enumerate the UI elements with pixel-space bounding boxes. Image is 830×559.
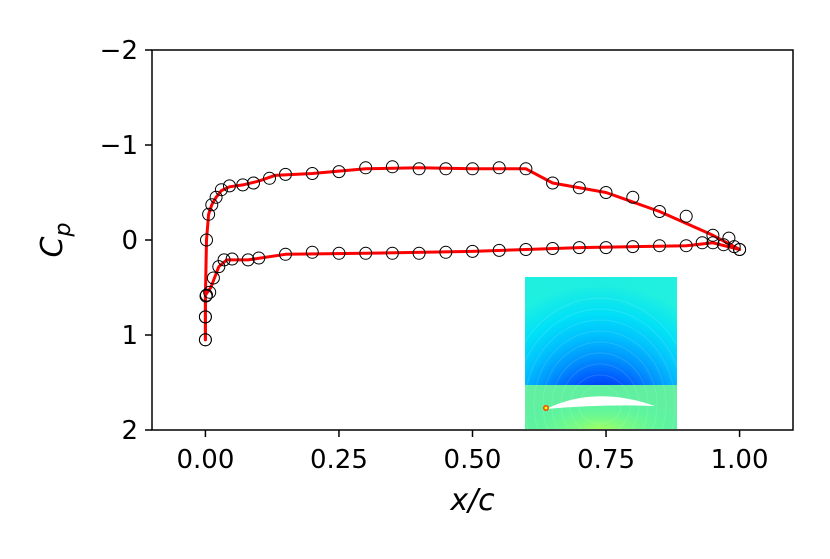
y-tick-label: 0 <box>121 226 138 256</box>
data-point-lower <box>200 288 213 302</box>
data-point-upper <box>466 162 479 176</box>
inset-contour-plot <box>506 277 694 513</box>
plot-layer <box>198 160 747 347</box>
data-point-upper <box>519 162 533 176</box>
x-tick-label: 0.50 <box>444 445 502 475</box>
y-axis-label: Cp <box>35 223 76 258</box>
data-point-upper <box>572 181 586 195</box>
data-point-upper <box>236 178 250 192</box>
data-point-lower <box>212 260 226 274</box>
data-point-lower <box>492 243 506 257</box>
x-tick-label: 0.00 <box>176 445 234 475</box>
inset-contour-line <box>515 308 685 502</box>
data-point-lower <box>412 246 426 260</box>
data-point-lower <box>203 285 217 299</box>
data-point-lower <box>332 246 346 260</box>
axes-layer: 0.00 0.25 0.50 0.75 1.00 −2 −1 0 1 2 x/c Cp <box>35 36 794 518</box>
data-point-lower <box>198 333 212 347</box>
data-point-upper <box>599 186 613 199</box>
x-axis-label: x/c <box>449 483 495 518</box>
inset-contour-line <box>533 330 667 480</box>
data-point-lower <box>279 247 292 261</box>
data-point-upper <box>205 198 219 212</box>
y-tick-label: 1 <box>121 321 138 351</box>
data-point-lower <box>439 245 453 259</box>
x-tick-label: 0.25 <box>310 445 368 475</box>
inset-stagnation-core <box>544 406 548 410</box>
data-point-lower <box>546 242 560 255</box>
y-tick-label: 2 <box>121 416 138 446</box>
data-point-upper <box>653 205 666 218</box>
data-point-upper <box>546 176 560 190</box>
data-point-lower <box>572 241 586 255</box>
data-point-lower <box>653 239 666 253</box>
data-point-lower <box>217 253 231 267</box>
data-point-lower <box>359 246 373 260</box>
data-point-upper <box>385 160 399 174</box>
data-point-lower <box>519 243 533 256</box>
inset-contour-line <box>542 341 658 469</box>
data-point-upper <box>305 167 319 180</box>
data-point-lower <box>695 236 709 250</box>
inset-contour-line <box>524 319 676 491</box>
data-point-upper <box>214 183 228 197</box>
inset-airfoil <box>546 396 655 409</box>
data-point-upper <box>679 209 693 223</box>
data-point-lower <box>626 240 640 254</box>
data-point-upper <box>202 207 216 221</box>
data-point-lower <box>717 238 731 252</box>
data-point-lower <box>206 271 220 285</box>
x-tick-label: 1.00 <box>711 445 769 475</box>
data-point-upper <box>332 165 346 179</box>
data-point-lower <box>252 251 266 265</box>
data-point-lower <box>599 241 613 255</box>
data-point-upper <box>412 162 426 176</box>
data-point-lower <box>466 244 479 258</box>
y-tick-label: −2 <box>100 36 138 66</box>
data-point-upper <box>439 162 453 176</box>
data-point-lower <box>225 252 239 266</box>
data-point-lower <box>305 245 319 259</box>
data-point-lower <box>241 253 255 267</box>
data-point-upper <box>200 233 213 247</box>
data-point-upper <box>626 190 640 204</box>
series-line-lower <box>203 241 742 342</box>
data-point-lower <box>733 243 747 256</box>
x-tick-label: 0.75 <box>577 445 635 475</box>
data-point-upper <box>247 176 260 190</box>
data-point-lower <box>679 239 693 253</box>
data-point-upper <box>223 179 236 193</box>
data-point-lower <box>706 236 720 250</box>
y-tick-label: −1 <box>100 131 138 161</box>
data-point-upper <box>492 161 506 175</box>
inset-contour-line <box>506 297 694 513</box>
data-point-lower <box>385 246 399 260</box>
data-point-lower <box>198 310 212 324</box>
data-point-upper <box>279 167 292 181</box>
data-point-upper <box>263 171 276 185</box>
data-point-upper <box>359 161 373 175</box>
data-point-upper <box>706 228 720 242</box>
